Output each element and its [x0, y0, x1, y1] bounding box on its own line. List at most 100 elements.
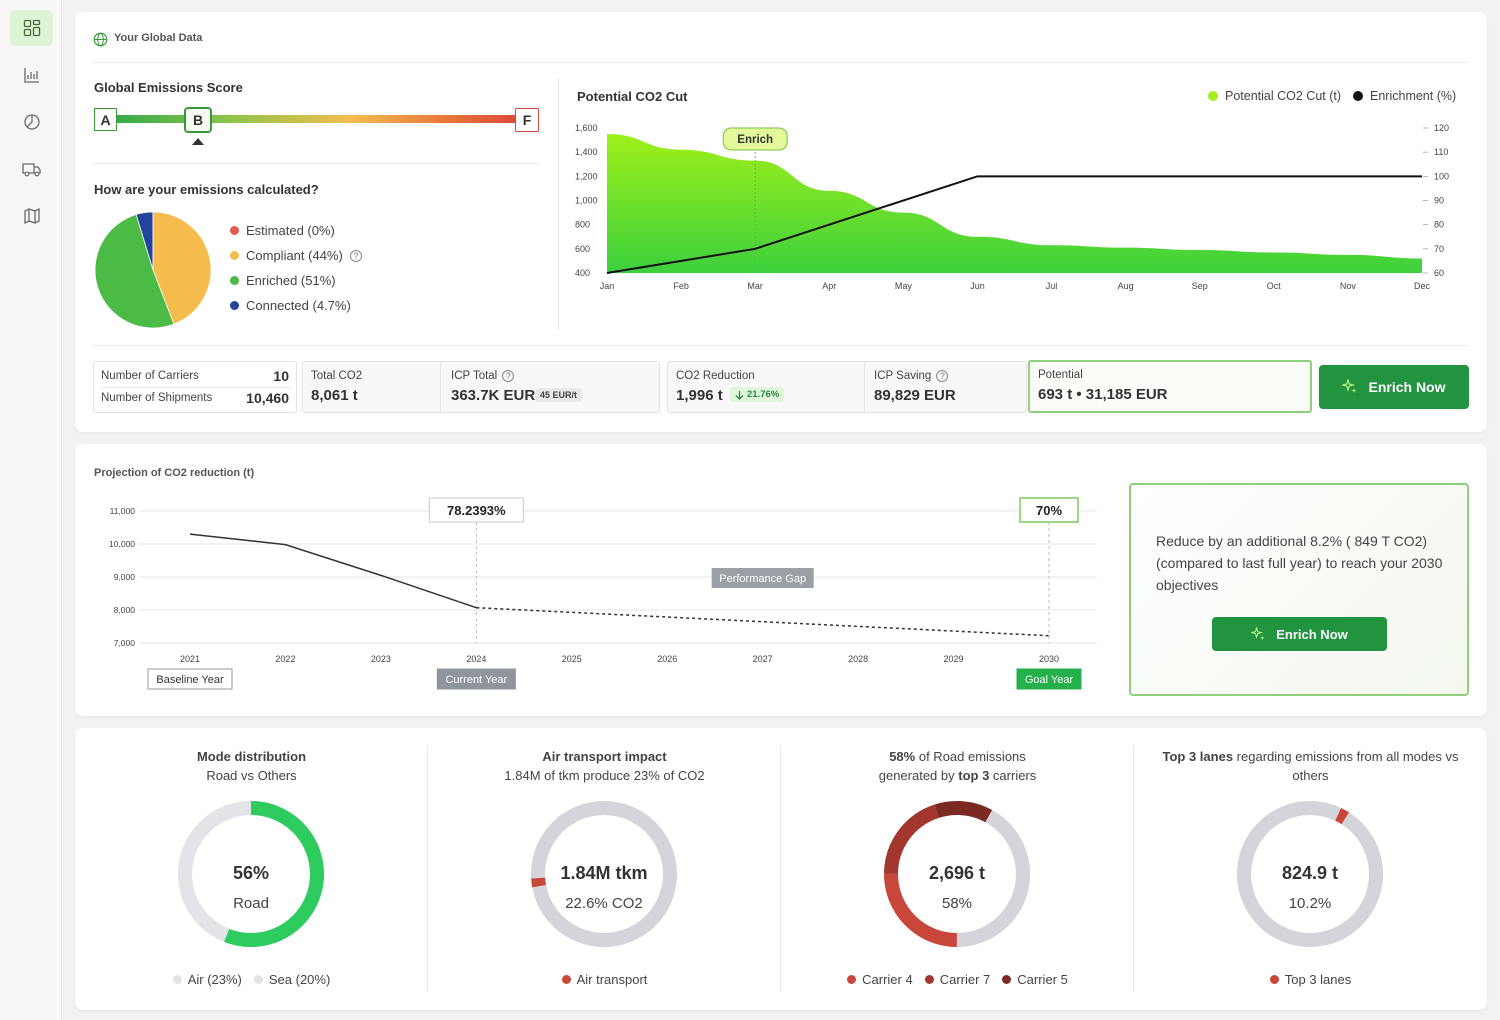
reduction-badge: 21.76%	[730, 387, 785, 402]
analytics-nav-button[interactable]	[10, 57, 53, 93]
legend-dot	[253, 975, 263, 984]
co2-reduction-label: CO2 Reduction	[676, 370, 755, 382]
x-tick-label: Jan	[600, 281, 615, 291]
x-tick-label: May	[895, 281, 913, 291]
enrich-now-label: Enrich Now	[1368, 379, 1446, 395]
shipments-nav-button[interactable]	[10, 151, 53, 187]
icp-saving-label-row: ICP Saving ?	[874, 370, 949, 382]
score-divider	[93, 163, 539, 164]
legend-label: Enriched (51%)	[246, 273, 336, 288]
legend-label: Carrier 5	[1017, 972, 1068, 987]
y-tick-label: 7,000	[114, 638, 136, 648]
help-icon[interactable]: ?	[349, 249, 362, 262]
reports-nav-button[interactable]	[10, 104, 53, 140]
shipments-value: 10,460	[246, 390, 289, 406]
y-tick-label-left: 1,600	[575, 123, 598, 133]
donut-legend-item: Top 3 lanes	[1269, 972, 1352, 987]
donut-title: Mode distribution Road vs Others	[196, 749, 307, 783]
donut-sub-value: Road	[233, 895, 269, 912]
pie-chart-icon	[23, 114, 40, 130]
x-tick-label: 2022	[275, 654, 295, 664]
donut-divider	[780, 746, 781, 991]
score-gradient-bar	[105, 115, 525, 123]
legend-label: Air transport	[576, 972, 648, 987]
legend-dot	[172, 975, 182, 984]
y-tick-label: 10,000	[109, 539, 135, 549]
y-tick-label-right: 90	[1434, 196, 1444, 206]
y-tick-label-left: 1,200	[575, 171, 598, 181]
x-tick-label: 2026	[657, 654, 677, 664]
donut-legend: Carrier 4 Carrier 7 Carrier 5	[781, 972, 1134, 987]
legend-dot-co2-cut	[1208, 91, 1218, 101]
goal-percentage-label: 70%	[1036, 503, 1062, 518]
legend-label: Air (23%)	[187, 972, 242, 987]
grade-f-badge: F	[515, 108, 539, 132]
header-divider	[93, 62, 1469, 63]
enrich-now-button[interactable]: Enrich Now	[1319, 365, 1469, 409]
projection-title: Projection of CO2 reduction (t)	[94, 467, 255, 479]
baseline-year-badge-box	[147, 668, 233, 690]
legend-label: Top 3 lanes	[1284, 972, 1352, 987]
method-legend-item: Connected (4.7%)	[230, 298, 351, 313]
current-year-badge-box	[436, 668, 516, 690]
pie-slice	[94, 214, 175, 329]
y-tick-label-left: 600	[575, 244, 590, 254]
reduction-saving-box: CO2 Reduction 1,996 t 21.76% ICP Saving …	[667, 361, 1027, 413]
donut-segment	[1237, 801, 1383, 947]
historical-line	[189, 533, 477, 609]
donut-title: Top 3 lanes regarding emissions from all…	[1162, 749, 1459, 783]
current-percentage-label: 78.2393%	[447, 503, 506, 518]
donut-chart: 824.9 t 10.2%	[1237, 801, 1383, 947]
goal-year-badge: Goal Year	[1025, 674, 1074, 686]
donut-segment	[531, 801, 677, 947]
y-tick-label-left: 800	[575, 220, 590, 230]
donut-legend-item: Carrier 7	[924, 972, 990, 987]
donut-main-value: 1.84M tkm	[560, 863, 647, 883]
grade-b-current-badge: B	[184, 107, 212, 133]
donut-segment	[884, 801, 1030, 947]
current-percentage-label-box	[428, 497, 524, 523]
projection-chart: 7,000 8,000 9,000 10,000 11,000 78.2393% 70% Pe…	[109, 497, 1097, 690]
legend-dot	[230, 276, 239, 285]
legend-label: Carrier 4	[862, 972, 913, 987]
legend-dot	[561, 975, 571, 984]
x-tick-label: Oct	[1267, 281, 1282, 291]
y-tick-label-left: 1,000	[575, 196, 598, 206]
sidebar	[0, 0, 62, 1020]
baseline-year-badge: Baseline Year	[156, 674, 224, 686]
x-tick-label: Apr	[822, 281, 836, 291]
donut-title: Air transport impact 1.84M of tkm produce…	[504, 749, 705, 783]
co2-reduction-value: 1,996 t	[676, 387, 723, 404]
x-tick-label: 2024	[466, 654, 486, 664]
donut-chart: 56% Road	[178, 801, 324, 947]
donut-chart: 1.84M tkm 22.6% CO2	[531, 801, 677, 947]
icp-rate-badge: 45 EUR/t	[535, 388, 583, 402]
pie-slice	[152, 211, 212, 325]
objective-text: Reduce by an additional 8.2% ( 849 T CO2…	[1156, 533, 1443, 593]
donut-main-value: 56%	[233, 863, 269, 883]
map-nav-button[interactable]	[10, 198, 53, 234]
y-tick-label-right: 70	[1434, 244, 1444, 254]
x-tick-label: Feb	[673, 281, 689, 291]
total-co2-value: 8,061 t	[311, 387, 358, 404]
potential-box: Potential 693 t • 31,185 EUR	[1028, 360, 1312, 413]
help-icon[interactable]: ?	[502, 370, 515, 382]
carriers-label: Number of Carriers	[101, 370, 199, 382]
current-year-badge: Current Year	[445, 674, 507, 686]
donut-legend-item: Sea (20%)	[253, 972, 330, 987]
x-tick-label: Mar	[747, 281, 763, 291]
donut-legend-item: Carrier 5	[1002, 972, 1068, 987]
dashboard-nav-button[interactable]	[10, 10, 53, 46]
goal-year-badge-box	[1016, 668, 1082, 690]
legend-label: Connected (4.7%)	[246, 298, 351, 313]
x-tick-label: Sep	[1192, 281, 1208, 291]
distribution-card: Mode distribution Road vs Others 56% Road Ai…	[75, 728, 1487, 1010]
legend-co2-cut-label: Potential CO2 Cut (t)	[1225, 89, 1342, 103]
legend-dot	[1269, 975, 1279, 984]
objective-enrich-button[interactable]: Enrich Now	[1212, 617, 1387, 651]
potential-value: 693 t • 31,185 EUR	[1038, 386, 1168, 403]
donut-title: 58% of Road emissions generated by top 3 …	[878, 749, 1037, 783]
legend-dot	[1002, 975, 1012, 984]
x-tick-label: 2021	[180, 654, 200, 664]
help-icon[interactable]: ?	[936, 370, 949, 382]
